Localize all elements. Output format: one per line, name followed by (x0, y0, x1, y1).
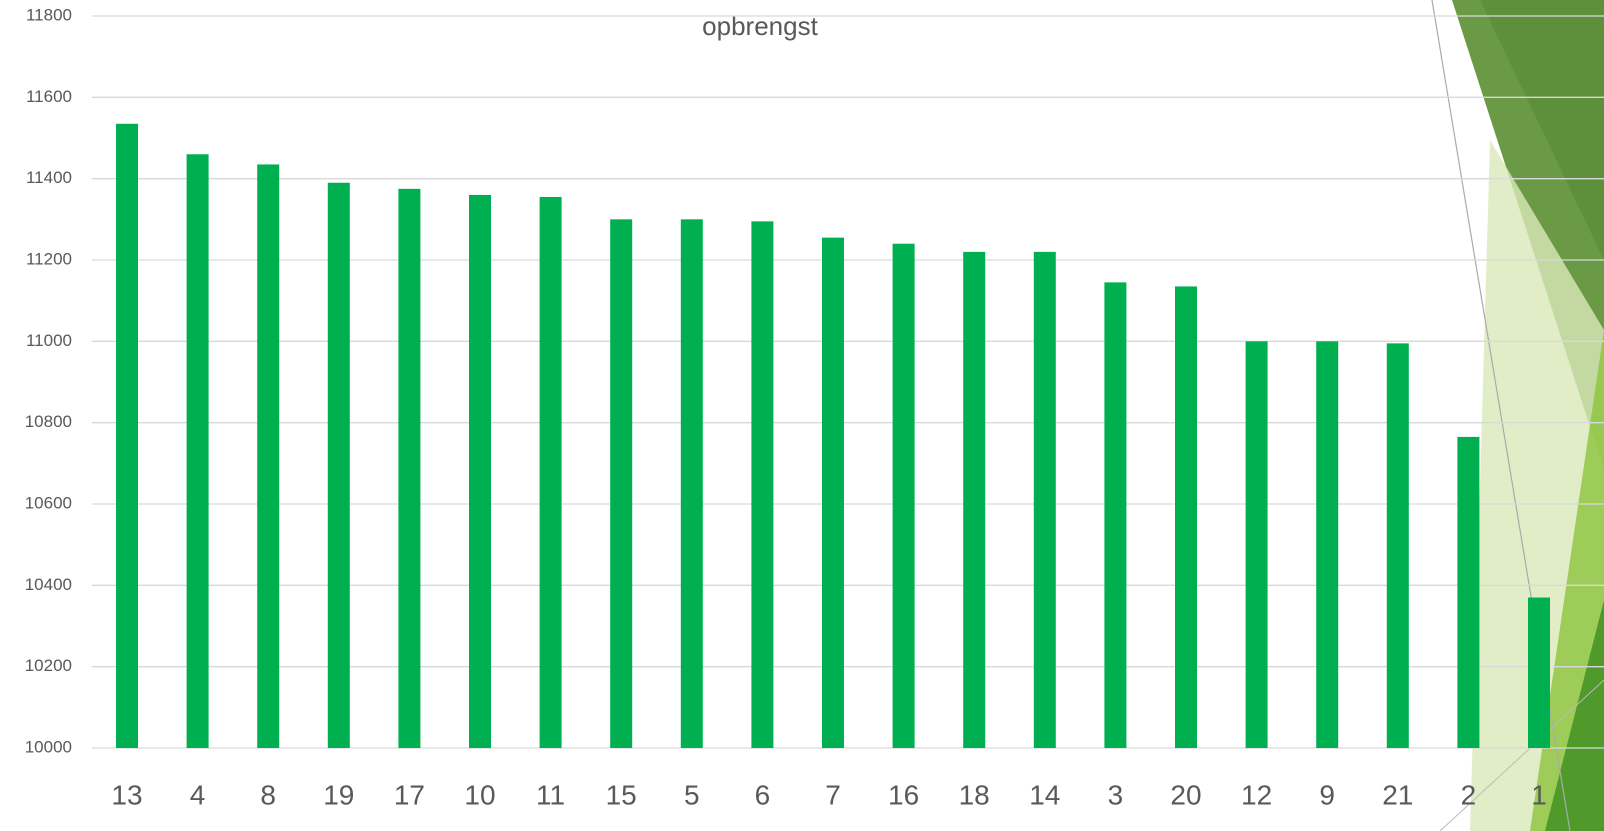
x-tick-label: 8 (260, 779, 276, 810)
bar (257, 164, 280, 748)
x-tick-label: 11 (536, 779, 565, 810)
y-tick-label: 11000 (26, 331, 72, 350)
bar (680, 219, 703, 749)
bar (892, 243, 915, 748)
bar (539, 196, 562, 748)
y-tick-label: 11600 (26, 87, 72, 106)
x-tick-label: 6 (755, 779, 771, 810)
x-tick-label: 3 (1108, 779, 1124, 810)
y-tick-label: 11400 (26, 168, 72, 187)
x-tick-label: 5 (684, 779, 700, 810)
bar (822, 237, 844, 748)
x-tick-label: 16 (888, 779, 919, 810)
x-tick-label: 13 (111, 779, 142, 810)
x-tick-label: 10 (464, 779, 495, 810)
bar (1457, 436, 1480, 748)
y-tick-label: 10000 (25, 737, 72, 756)
bar (186, 154, 209, 748)
bar (963, 251, 986, 748)
x-tick-label: 18 (959, 779, 990, 810)
y-tick-label: 10200 (25, 656, 72, 675)
x-tick-label: 14 (1029, 779, 1060, 810)
x-tick-label: 9 (1319, 779, 1335, 810)
x-tick-label: 1 (1531, 779, 1547, 810)
y-tick-label: 11800 (26, 5, 72, 24)
x-tick-label: 2 (1461, 779, 1477, 810)
decor-line (1439, 679, 1604, 831)
y-tick-label: 10400 (25, 575, 72, 594)
bar (610, 219, 633, 749)
y-tick-label: 11200 (26, 249, 72, 268)
bar (1386, 343, 1409, 748)
bar (751, 221, 774, 748)
bar (1528, 597, 1550, 748)
decor-green (1545, 600, 1604, 831)
x-tick-label: 15 (606, 779, 637, 810)
decor-darker (1480, 0, 1604, 260)
bar (1245, 341, 1268, 748)
bar (1104, 282, 1127, 748)
bar (1033, 251, 1056, 748)
x-tick-label: 17 (394, 779, 425, 810)
bar (327, 182, 350, 748)
bar (398, 188, 421, 749)
x-tick-label: 4 (190, 779, 206, 810)
x-tick-label: 20 (1170, 779, 1201, 810)
y-tick-label: 10800 (25, 412, 72, 431)
y-tick-label: 10600 (25, 493, 72, 512)
x-tick-label: 7 (825, 779, 841, 810)
bar (469, 194, 491, 748)
bar (1175, 286, 1197, 748)
bar (116, 123, 138, 749)
bar (1316, 341, 1339, 748)
x-tick-label: 21 (1382, 779, 1413, 810)
x-tick-label: 12 (1241, 779, 1272, 810)
x-tick-label: 19 (323, 779, 354, 810)
